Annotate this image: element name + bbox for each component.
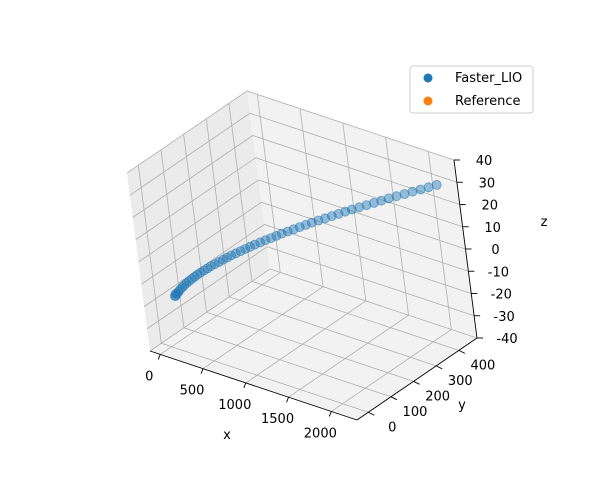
z-axis-label: z xyxy=(541,215,548,230)
grid-lines xyxy=(126,90,478,413)
data-point xyxy=(415,184,426,195)
z-tick-label: -10 xyxy=(488,265,509,280)
data-point xyxy=(383,193,394,204)
data-point xyxy=(245,241,256,252)
z-grid-line xyxy=(135,157,463,241)
y-tick-label: 0 xyxy=(388,420,396,435)
data-point xyxy=(271,230,282,241)
data-point xyxy=(346,204,357,215)
x-tick-label: 0 xyxy=(145,369,153,384)
data-point xyxy=(235,246,246,257)
data-point xyxy=(391,191,402,202)
data-point xyxy=(249,239,260,250)
data-point xyxy=(376,195,387,206)
axis-panes xyxy=(127,91,477,420)
z-tick-label: 10 xyxy=(484,221,501,236)
y-tick-label: 200 xyxy=(425,389,450,404)
legend: Faster_LIO Reference xyxy=(409,65,534,114)
z-grid-line xyxy=(138,179,466,263)
y-tick-mark xyxy=(458,349,466,354)
floor-pane xyxy=(150,269,477,420)
legend-marker-reference xyxy=(423,96,433,106)
x-tick-mark xyxy=(243,382,247,389)
z-tick-label: 20 xyxy=(481,199,498,214)
data-point xyxy=(399,189,410,199)
x-tick-mark xyxy=(286,397,289,403)
data-points xyxy=(169,179,442,301)
x-tick-mark xyxy=(200,368,204,374)
y-tick-label: 300 xyxy=(448,374,473,389)
data-point xyxy=(294,222,305,233)
x-tick-label: 1000 xyxy=(218,398,251,413)
data-point xyxy=(300,219,311,230)
data-point xyxy=(431,179,442,190)
data-point xyxy=(260,235,271,246)
z-grid-line xyxy=(149,268,478,352)
z-grid-line xyxy=(126,90,455,174)
data-point xyxy=(368,197,379,208)
z-tick-label: -30 xyxy=(494,310,515,325)
z-tick-label: 0 xyxy=(491,243,499,258)
data-point xyxy=(230,248,241,259)
z-grid-line xyxy=(141,201,469,285)
data-point xyxy=(226,250,237,261)
legend-frame xyxy=(409,65,534,114)
legend-label-reference: Reference xyxy=(455,94,520,109)
x-axis-line xyxy=(149,350,358,421)
z-grid-line xyxy=(129,112,458,196)
z-grid-line xyxy=(132,135,460,218)
data-point xyxy=(361,200,372,211)
x-tick-label: 1500 xyxy=(261,412,294,427)
z-tick-label: -20 xyxy=(491,288,512,303)
y-tick-label: 100 xyxy=(403,405,428,420)
data-point xyxy=(255,237,266,248)
data-point xyxy=(276,228,287,239)
data-point xyxy=(423,182,434,193)
z-tick-label: 40 xyxy=(476,154,493,169)
y-tick-mark xyxy=(368,411,375,416)
legend-label-faster-lio: Faster_LIO xyxy=(455,71,522,86)
x-axis-label: x xyxy=(223,428,231,443)
data-point xyxy=(240,243,251,254)
z-grid-line xyxy=(146,246,475,330)
y-tick-mark xyxy=(390,396,398,401)
x-tick-mark xyxy=(157,354,161,360)
y-tick-mark xyxy=(413,380,420,385)
y-axis-line xyxy=(356,337,478,421)
y-tick-label: 400 xyxy=(470,358,495,373)
x-tick-mark xyxy=(328,411,332,417)
x-tick-label: 500 xyxy=(180,384,205,399)
y-axis-label: y xyxy=(458,398,466,413)
data-point xyxy=(354,202,365,213)
data-point xyxy=(282,226,293,237)
z-tick-label: 30 xyxy=(479,176,496,191)
legend-marker-faster-lio xyxy=(423,73,433,83)
data-point xyxy=(288,224,299,235)
data-point xyxy=(407,186,418,197)
data-point xyxy=(265,233,276,244)
x-tick-label: 2000 xyxy=(304,426,337,441)
y-tick-mark xyxy=(436,365,443,370)
z-tick-label: -40 xyxy=(496,332,517,347)
